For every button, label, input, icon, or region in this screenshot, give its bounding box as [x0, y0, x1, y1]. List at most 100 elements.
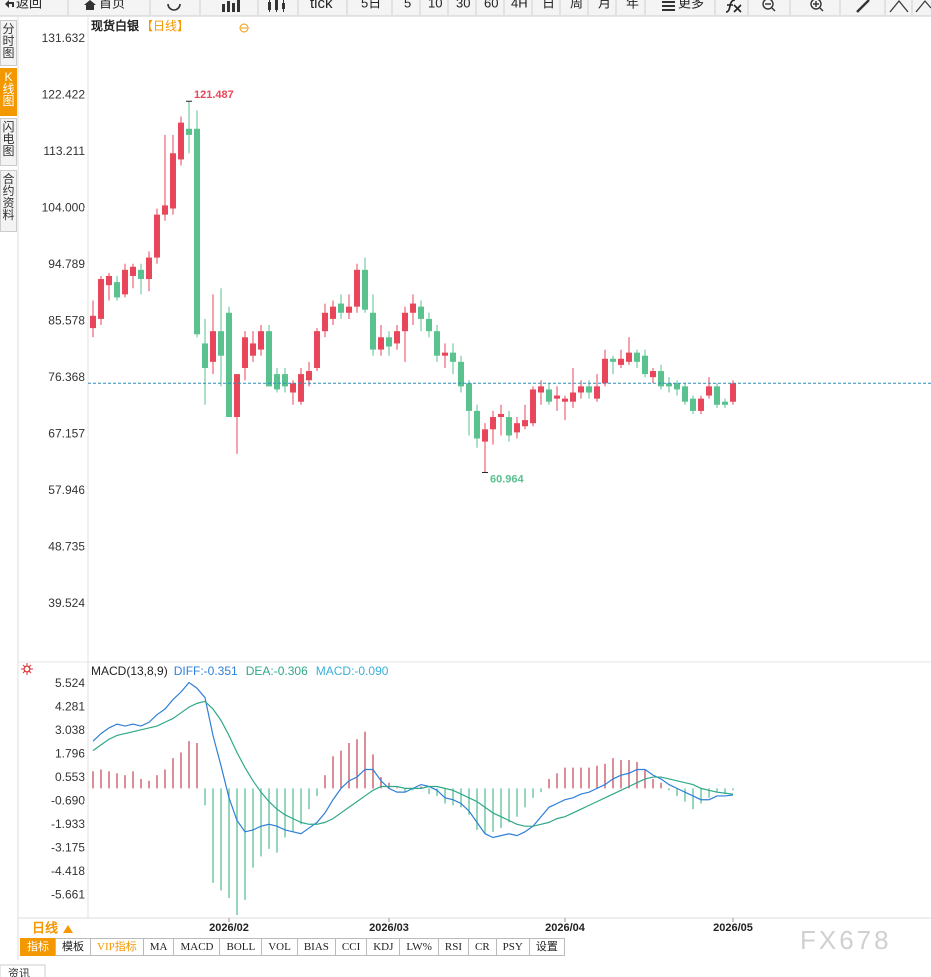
triangle-icon[interactable] [889, 0, 909, 13]
toolbar-button[interactable]: 30 [456, 0, 470, 10]
candle-body [514, 423, 520, 433]
candle-body [522, 420, 528, 427]
indicator-tab[interactable]: LW% [399, 938, 439, 956]
indicator-tab[interactable]: VOL [261, 938, 298, 956]
candle-body [410, 303, 416, 313]
x-tick-label: 2026/05 [713, 922, 753, 934]
toolbar-button[interactable]: 返回 [16, 0, 42, 10]
period-tab[interactable]: 日线 [32, 920, 58, 935]
indicator-tab[interactable]: 指标 [20, 938, 56, 956]
sidebar-tab[interactable]: 分时图 [0, 20, 17, 66]
candle-body [186, 128, 192, 135]
y-tick-label: 5.524 [55, 676, 85, 690]
candle-body [194, 128, 200, 335]
candle-body [666, 383, 672, 387]
zoom-in-icon[interactable] [810, 0, 824, 12]
candle-body [690, 398, 696, 411]
indicator-tab[interactable]: CCI [334, 938, 368, 956]
y-tick-label: -5.661 [51, 888, 85, 902]
y-tick-label: 48.735 [48, 540, 85, 554]
toolbar-button[interactable]: 60 [484, 0, 498, 10]
candle-body [426, 318, 432, 332]
toolbar-button[interactable]: 5日 [361, 0, 381, 10]
bar-chart-icon[interactable] [222, 0, 240, 12]
candle-body [106, 275, 112, 286]
indicator-tab[interactable]: MA [142, 938, 175, 956]
candle-body [338, 303, 344, 313]
chart-title: 现货白银 [91, 18, 140, 33]
formula-icon[interactable] [725, 0, 742, 13]
more-icon[interactable] [662, 1, 675, 11]
toolbar-button[interactable]: 周 [570, 0, 583, 10]
indicator-tab[interactable]: CR [467, 938, 497, 956]
toolbar-button[interactable]: 月 [598, 0, 611, 10]
toolbar-button[interactable]: 4H [511, 0, 528, 10]
candle-body [498, 413, 504, 418]
candle-body [506, 417, 512, 436]
candle-body [578, 386, 584, 393]
toolbar-button[interactable]: 首页 [99, 0, 125, 10]
candle-body [290, 383, 296, 393]
indicator-tab[interactable]: 模板 [55, 938, 91, 956]
candle-body [346, 306, 352, 313]
candle-body [362, 269, 368, 310]
candle-body [266, 331, 272, 387]
zoom-out-icon[interactable] [762, 0, 776, 12]
indicator-tab[interactable]: VIP指标 [90, 938, 144, 956]
candle-body [354, 269, 360, 307]
candle-body [234, 374, 240, 418]
candle-body [594, 386, 600, 399]
toolbar-button[interactable]: 10 [428, 0, 442, 10]
sidebar-tab[interactable]: K线图 [0, 68, 17, 116]
candle-body [306, 371, 312, 381]
y-tick-label: 76.368 [48, 370, 85, 384]
candle-body [562, 398, 568, 402]
y-tick-label: 122.422 [42, 88, 86, 102]
candle-body [602, 358, 608, 384]
candle-body [138, 269, 144, 280]
candle-body [474, 410, 480, 439]
candle-body [394, 331, 400, 344]
candle-body [378, 337, 384, 350]
settings-icon[interactable] [21, 663, 33, 675]
toolbar-button[interactable]: 年 [626, 0, 639, 10]
indicator-tab[interactable]: PSY [495, 938, 530, 956]
triangle-icon[interactable] [915, 0, 931, 13]
indicator-tabs: 指标 模板 VIP指标 MA MACD BOLL VOL BIAS CCI KDJ LW% RSI CR… [20, 938, 565, 956]
indicator-tab[interactable]: RSI [437, 938, 469, 956]
indicator-tab[interactable]: MACD [173, 938, 221, 956]
candle-body [530, 389, 536, 424]
candle-body [586, 386, 592, 393]
indicator-tab[interactable]: 设置 [528, 938, 565, 956]
candle-body [554, 395, 560, 399]
toolbar-button[interactable]: 更多 [678, 0, 704, 10]
candle-body [114, 282, 120, 298]
sidebar-tab[interactable]: 合约资料 [0, 170, 17, 232]
indicator-tab[interactable]: BOLL [219, 938, 263, 956]
toolbar-button[interactable]: 5 [404, 0, 411, 10]
sidebar-tab[interactable]: 闪电图 [0, 118, 17, 166]
candle-icon[interactable] [268, 0, 285, 12]
back-icon[interactable] [5, 0, 14, 8]
pen-icon[interactable] [856, 0, 870, 13]
candle-body [226, 312, 232, 418]
bottom-tab-box[interactable] [0, 964, 46, 977]
indicator-tab[interactable]: KDJ [366, 938, 401, 956]
home-icon[interactable] [84, 0, 96, 10]
y-tick-label: 57.946 [48, 483, 85, 497]
bottom-tab[interactable]: 资讯 [8, 967, 30, 977]
indicator-tab[interactable]: BIAS [296, 938, 336, 956]
candle-body [730, 383, 736, 402]
candle-body [218, 331, 224, 356]
y-tick-label: 1.796 [55, 747, 85, 761]
toolbar-button[interactable]: tick [310, 0, 333, 12]
refresh-icon[interactable] [167, 3, 181, 11]
y-tick-label: 3.038 [55, 723, 85, 737]
toolbar-button[interactable]: 日 [542, 0, 555, 10]
min-label: 60.964 [490, 473, 525, 485]
period-arrow[interactable] [63, 925, 73, 933]
y-tick-label: 113.211 [43, 144, 85, 158]
collapse-icon[interactable] [239, 23, 249, 33]
candle-body [538, 386, 544, 393]
y-tick-label: -1.933 [51, 817, 85, 831]
